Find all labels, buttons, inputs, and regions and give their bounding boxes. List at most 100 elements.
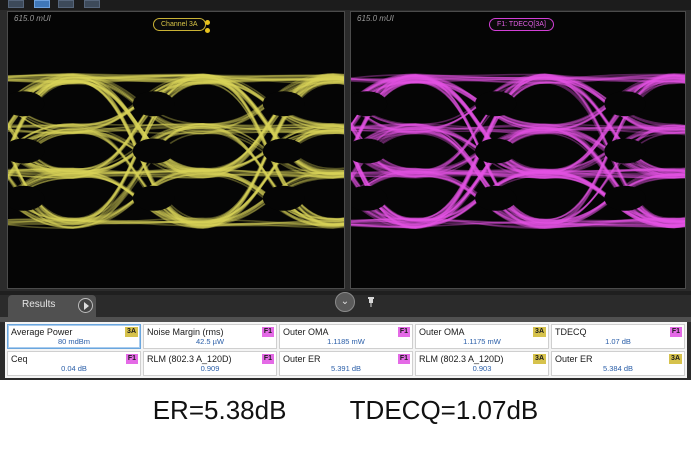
eye-trace <box>351 170 685 230</box>
status-dot-icon <box>205 28 210 33</box>
eye-trace <box>351 78 685 200</box>
eye-trace <box>8 123 344 226</box>
measurement-value: 1.07 dB <box>605 337 631 346</box>
eye-trace <box>8 150 344 178</box>
caption: ER=5.38dB TDECQ=1.07dB <box>0 395 691 426</box>
measurement-cell[interactable]: RLM (802.3 A_120D) F1 0.909 <box>143 351 277 376</box>
measurement-name: Ceq <box>11 354 28 364</box>
eye-trace <box>351 74 685 225</box>
measurement-name: Outer OMA <box>283 327 329 337</box>
eye-trace <box>351 170 685 230</box>
eye-trace <box>8 129 344 180</box>
horizontal-scale-label: 615.0 mUI <box>357 14 394 23</box>
measurement-cell[interactable]: Noise Margin (rms) F1 42.5 µW <box>143 324 277 349</box>
measurement-cell[interactable]: TDECQ F1 1.07 dB <box>551 324 685 349</box>
eye-trace <box>8 123 344 230</box>
eye-trace <box>8 126 344 226</box>
eye-trace <box>8 168 344 229</box>
eye-trace <box>8 79 344 224</box>
eye-trace <box>8 78 344 227</box>
measurement-cell[interactable]: Outer OMA 3A 1.1175 mW <box>415 324 549 349</box>
eye-trace <box>351 74 685 228</box>
eye-trace <box>8 75 344 172</box>
eye-opening <box>604 138 646 164</box>
eye-trace <box>351 75 685 128</box>
eye-trace <box>8 81 344 226</box>
measurement-name: Average Power <box>11 327 73 337</box>
collapse-chevron-icon[interactable]: ⌄ <box>335 292 355 312</box>
toolbar-button-active[interactable] <box>34 0 50 8</box>
measurement-cell[interactable]: Outer ER F1 5.391 dB <box>279 351 413 376</box>
source-badge-channel-3a[interactable]: Channel 3A <box>153 18 206 31</box>
eye-trace <box>351 79 685 225</box>
eye-trace <box>351 75 685 228</box>
eye-trace <box>8 73 344 222</box>
eye-opening <box>475 91 517 117</box>
pin-icon[interactable] <box>367 297 375 307</box>
eye-trace <box>8 126 344 229</box>
measurement-cell[interactable]: Outer OMA F1 1.1185 mW <box>279 324 413 349</box>
eye-trace <box>351 76 685 228</box>
eye-trace <box>8 79 344 179</box>
play-icon[interactable] <box>78 298 93 313</box>
measurement-source-badge: 3A <box>669 354 682 364</box>
eye-trace <box>351 81 685 172</box>
eye-trace <box>351 124 685 223</box>
measurement-source-badge: F1 <box>261 354 274 364</box>
source-badge-f1[interactable]: F1: TDECQ[3A] <box>489 18 554 31</box>
toolbar-button[interactable] <box>8 0 24 8</box>
eye-trace <box>351 75 685 202</box>
eye-trace <box>351 75 685 227</box>
measurement-source-badge: F1 <box>125 354 138 364</box>
caption-er: ER=5.38dB <box>152 395 287 425</box>
measurement-cell[interactable]: Ceq F1 0.04 dB <box>7 351 141 376</box>
eye-opening <box>351 91 388 117</box>
eye-trace <box>8 76 344 174</box>
toolbar-button[interactable] <box>84 0 100 8</box>
eye-trace <box>8 169 344 179</box>
eye-trace <box>8 78 344 151</box>
eye-trace <box>351 151 685 224</box>
eye-trace <box>351 126 685 227</box>
eye-trace <box>8 126 344 223</box>
measurement-cell[interactable]: Average Power 3A 80 mdBm <box>7 324 141 349</box>
eye-diagram-pane-channel-3a[interactable]: 615.0 mUI Channel 3A <box>7 11 345 289</box>
eye-trace <box>8 125 344 201</box>
eye-trace <box>351 196 685 228</box>
eye-trace <box>8 74 344 176</box>
eye-trace <box>8 80 344 135</box>
eye-diagram-pane-f1[interactable]: 615.0 mUI F1: TDECQ[3A] <box>350 11 686 289</box>
eye-trace <box>8 75 344 179</box>
measurement-value: 5.391 dB <box>330 364 362 373</box>
toolbar-button[interactable] <box>58 0 74 8</box>
eye-trace <box>351 77 685 198</box>
eye-trace <box>351 80 685 221</box>
eye-trace <box>8 77 344 228</box>
eye-trace <box>8 79 344 128</box>
measurement-name: TDECQ <box>555 327 587 337</box>
eye-trace <box>351 103 685 224</box>
eye-trace <box>8 79 344 133</box>
eye-trace <box>351 125 685 180</box>
eye-trace <box>8 126 344 226</box>
results-tab[interactable]: Results <box>8 295 96 317</box>
eye-trace <box>8 79 344 173</box>
eye-trace <box>351 75 685 175</box>
eye-trace <box>8 79 344 170</box>
eye-trace <box>351 73 685 132</box>
eye-trace <box>8 78 344 198</box>
eye-trace <box>351 73 685 225</box>
measurement-cell[interactable]: RLM (802.3 A_120D) 3A 0.903 <box>415 351 549 376</box>
eye-trace <box>351 125 685 222</box>
eye-trace <box>351 131 685 228</box>
eye-trace <box>351 128 685 179</box>
eye-trace <box>8 79 344 228</box>
measurement-value: 1.1185 mW <box>327 337 365 346</box>
eye-trace <box>351 73 685 227</box>
eye-trace <box>8 129 344 225</box>
eye-trace <box>8 129 344 227</box>
caption-tdecq: TDECQ=1.07dB <box>349 395 539 425</box>
eye-trace <box>8 126 344 201</box>
measurement-source-badge: 3A <box>125 327 138 337</box>
measurement-cell[interactable]: Outer ER 3A 5.384 dB <box>551 351 685 376</box>
